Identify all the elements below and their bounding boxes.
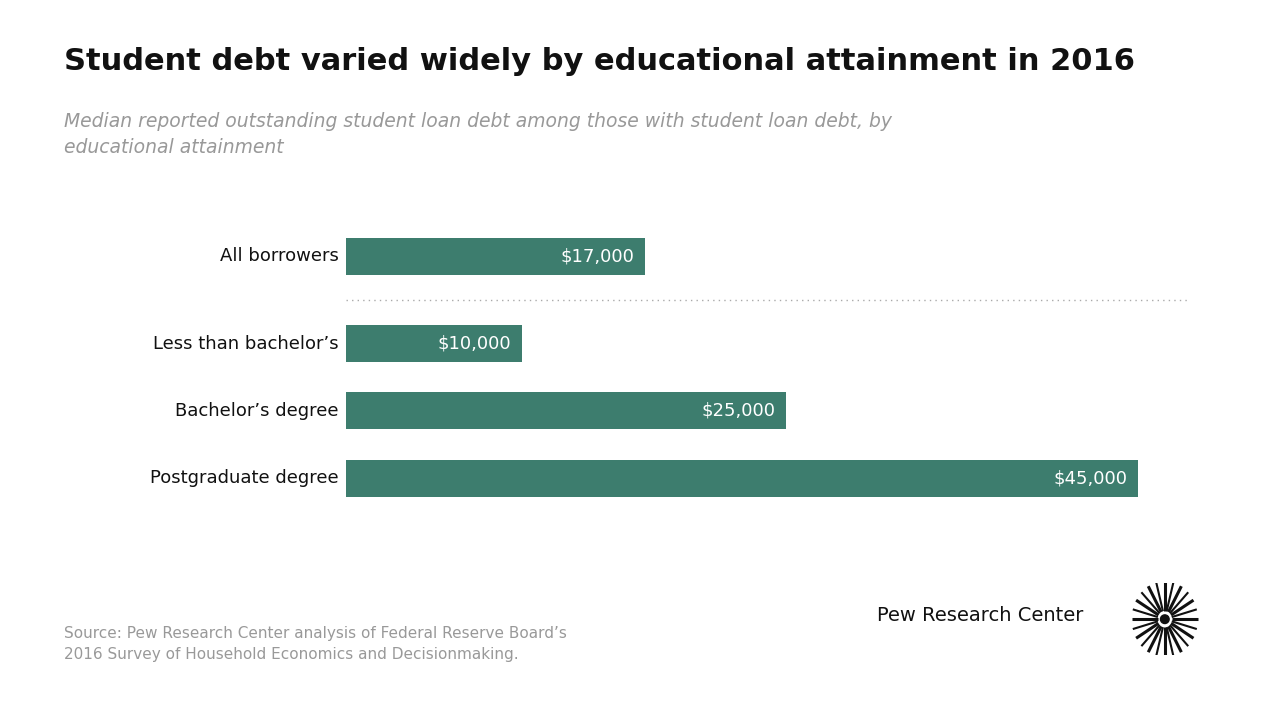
Text: Postgraduate degree: Postgraduate degree — [150, 469, 338, 487]
Text: Bachelor’s degree: Bachelor’s degree — [175, 402, 338, 420]
Bar — [346, 392, 786, 429]
Text: Less than bachelor’s: Less than bachelor’s — [152, 335, 338, 353]
Circle shape — [1161, 615, 1169, 624]
Text: Median reported outstanding student loan debt among those with student loan debt: Median reported outstanding student loan… — [64, 112, 892, 157]
Bar — [346, 459, 1138, 497]
Bar — [346, 325, 522, 362]
Text: Pew Research Center: Pew Research Center — [877, 606, 1083, 625]
Text: Source: Pew Research Center analysis of Federal Reserve Board’s
2016 Survey of H: Source: Pew Research Center analysis of … — [64, 626, 567, 662]
Text: $45,000: $45,000 — [1053, 469, 1128, 487]
Text: $17,000: $17,000 — [561, 248, 635, 266]
Text: $10,000: $10,000 — [438, 335, 511, 353]
Bar — [346, 238, 645, 275]
Text: Student debt varied widely by educational attainment in 2016: Student debt varied widely by educationa… — [64, 47, 1135, 76]
Text: All borrowers: All borrowers — [220, 248, 338, 266]
Text: $25,000: $25,000 — [701, 402, 776, 420]
